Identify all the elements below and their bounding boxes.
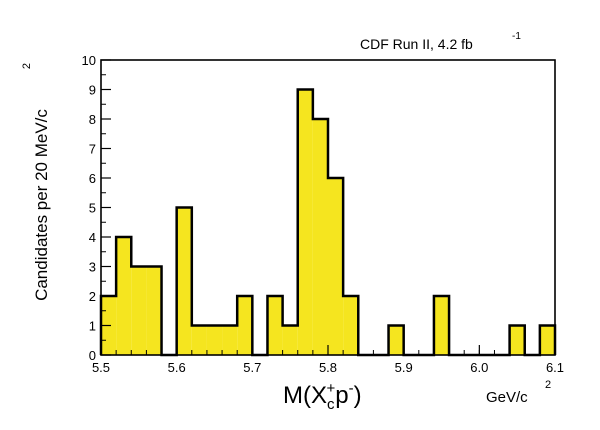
y-tick-label: 1 (89, 319, 96, 334)
x-tick-label: 5.5 (92, 360, 110, 375)
x-axis-unit-superscript: 2 (545, 379, 551, 391)
histogram-bin (312, 119, 328, 355)
histogram-bin (222, 325, 238, 355)
x-tick-label: 5.6 (168, 360, 186, 375)
histogram-bin (116, 237, 132, 355)
y-tick-label: 3 (89, 260, 96, 275)
x-tick-label: 5.7 (243, 360, 261, 375)
histogram-bin (388, 325, 404, 355)
y-tick-label: 10 (82, 53, 96, 68)
y-tick-label: 2 (89, 289, 96, 304)
histogram-bars (101, 89, 555, 355)
x-tick-label: 6.0 (470, 360, 488, 375)
x-tick-label: 5.8 (319, 360, 337, 375)
x-tick-label: 6.1 (546, 360, 564, 375)
histogram-bin (433, 296, 450, 355)
histogram-bin (282, 325, 298, 355)
x-tick-label: 5.9 (395, 360, 413, 375)
x-axis-ticks: 5.5 5.6 5.7 5.8 5.9 6.0 6.1 (92, 345, 564, 375)
y-tick-label: 7 (89, 142, 96, 157)
y-tick-label: 6 (89, 171, 96, 186)
y-tick-label: 5 (89, 201, 96, 216)
y-tick-label: 8 (89, 112, 96, 127)
histogram-bin (509, 325, 525, 355)
histogram-bin (267, 296, 283, 355)
histogram-bin (237, 296, 253, 355)
run-annotation: CDF Run II, 4.2 fb (360, 36, 473, 52)
histogram-bin (539, 325, 555, 355)
histogram-bin (146, 266, 162, 355)
y-tick-label: 4 (89, 230, 96, 245)
y-axis-ticks: 0 1 2 3 4 5 6 7 8 9 10 (82, 53, 111, 363)
histogram-bin (297, 89, 313, 355)
y-tick-label: 9 (89, 83, 96, 98)
histogram-bin (131, 266, 147, 355)
run-annotation-superscript: -1 (512, 31, 521, 42)
x-axis-label: M(Χc+p-) (283, 380, 362, 413)
histogram-bin (191, 325, 207, 355)
histogram-bin (176, 207, 192, 355)
y-tick-label: 0 (89, 348, 96, 363)
histogram-bin (206, 325, 223, 355)
svg-text:Candidates per 20 MeV/c: Candidates per 20 MeV/c (32, 109, 51, 301)
y-axis-label: Candidates per 20 MeV/c (32, 109, 51, 301)
histogram-bin (343, 296, 359, 355)
y-axis-label-superscript: 2 (21, 63, 33, 69)
x-axis-unit: GeV/c (486, 389, 528, 406)
histogram-bin (328, 178, 344, 355)
